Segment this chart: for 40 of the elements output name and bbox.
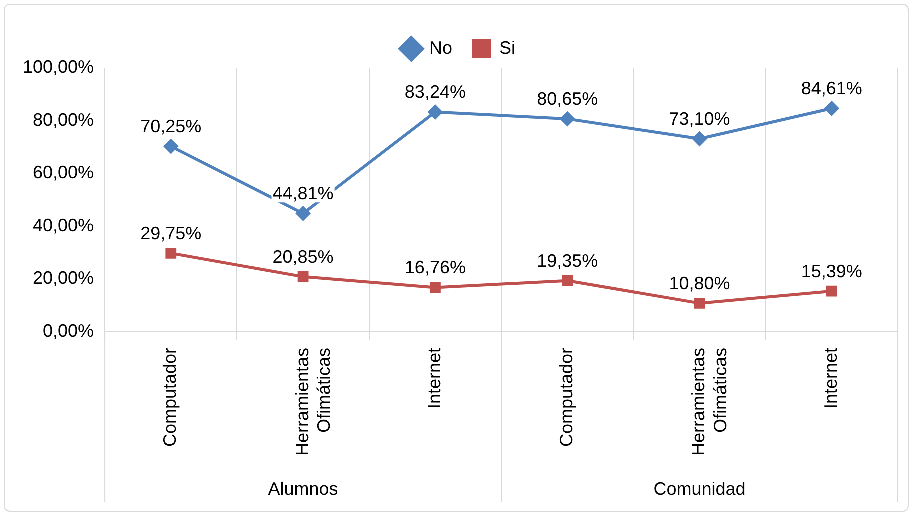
data-label: 29,75% xyxy=(140,223,202,244)
data-label: 16,76% xyxy=(404,258,466,278)
point xyxy=(164,139,179,154)
legend-label: No xyxy=(429,38,453,58)
y-tick-label: 80,00% xyxy=(32,110,94,130)
x-tick-label: Herramientas Ofimáticas xyxy=(688,348,730,456)
x-tick-label: Herramientas Ofimáticas xyxy=(292,348,334,456)
x-tick-label: Computador xyxy=(556,348,577,448)
data-label: 19,35% xyxy=(537,250,598,271)
y-tick-label: 60,00% xyxy=(32,162,94,183)
point xyxy=(296,206,311,222)
text: Alumnos xyxy=(268,478,338,499)
data-label: 80,65% xyxy=(537,89,598,110)
point xyxy=(562,275,574,286)
y-tick-label: 20,00% xyxy=(32,268,94,288)
data-label: 70,25% xyxy=(140,116,202,136)
point xyxy=(692,132,708,147)
point xyxy=(826,286,838,297)
data-label: 84,61% xyxy=(801,78,862,99)
point xyxy=(298,271,309,282)
data-label: 15,39% xyxy=(801,261,862,282)
y-tick-label: 40,00% xyxy=(32,215,94,236)
data-label: 73,10% xyxy=(669,108,730,129)
point xyxy=(824,101,840,116)
data-label: 10,80% xyxy=(669,273,730,294)
y-tick-label: 0,00% xyxy=(43,320,94,341)
point xyxy=(560,112,576,127)
point xyxy=(694,298,706,309)
x-tick-label: Internet xyxy=(820,348,841,410)
data-label: 44,81% xyxy=(272,184,334,204)
data-label: 83,24% xyxy=(404,82,466,102)
x-tick-label: Computador xyxy=(160,348,180,448)
y-tick-label: 100,00% xyxy=(22,56,94,77)
point xyxy=(428,104,443,120)
legend-label: Si xyxy=(500,38,516,58)
point xyxy=(430,282,441,294)
data-label: 20,85% xyxy=(272,246,334,267)
point xyxy=(166,248,177,259)
x-tick-label: Internet xyxy=(424,348,444,410)
text: Comunidad xyxy=(654,478,746,499)
